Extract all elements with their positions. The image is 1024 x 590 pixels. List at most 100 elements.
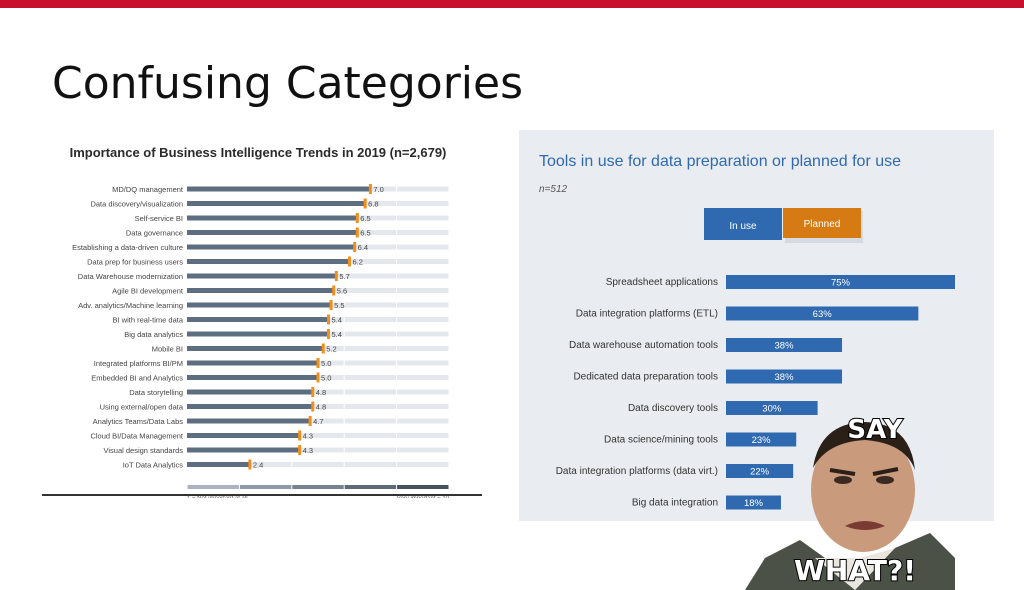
- right-category-label: Data science/mining tools: [604, 435, 718, 446]
- left-scale-segment: [397, 485, 449, 489]
- left-value-label: 6.2: [352, 258, 362, 267]
- left-track-segment: [397, 288, 449, 293]
- left-track-segment: [397, 273, 449, 279]
- left-scale-min-label: 1 = Not important at all: [187, 496, 248, 498]
- right-value-label: 30%: [762, 404, 782, 415]
- left-category-label: Cloud BI/Data Management: [90, 432, 183, 441]
- left-value-marker: [298, 430, 302, 441]
- right-category-label: Data discovery tools: [628, 403, 718, 414]
- left-track-segment: [292, 447, 344, 453]
- left-track-segment: [344, 447, 397, 453]
- right-value-label: 63%: [813, 309, 833, 320]
- left-value-label: 6.4: [358, 243, 368, 252]
- left-value-label: 6.5: [360, 229, 370, 238]
- left-value-marker: [368, 184, 372, 194]
- left-track-segment: [397, 462, 449, 467]
- left-value-bar: [187, 302, 332, 308]
- left-value-bar: [187, 346, 324, 351]
- top-accent-bar: [0, 0, 1024, 8]
- left-track-segment: [397, 230, 449, 235]
- left-track-segment: [292, 389, 344, 395]
- right-value-label: 18%: [744, 498, 764, 509]
- right-value-label: 75%: [831, 278, 851, 289]
- left-track-segment: [397, 302, 449, 308]
- left-track-segment: [397, 259, 449, 264]
- left-track-segment: [397, 404, 449, 409]
- meme-image: SAY WHAT?!: [745, 408, 955, 590]
- left-track-segment: [292, 418, 344, 424]
- left-value-label: 5.0: [321, 359, 331, 368]
- left-value-bar: [187, 201, 366, 206]
- right-category-label: Data integration platforms (data virt.): [556, 466, 718, 477]
- meme-jacket-right: [855, 533, 955, 590]
- left-value-label: 5.2: [326, 345, 336, 354]
- right-value-bar: [726, 401, 818, 415]
- right-value-bar: [726, 464, 794, 478]
- legend-planned-box: [783, 208, 861, 238]
- meme-svg: SAY WHAT?!: [745, 414, 955, 590]
- left-track-segment: [397, 447, 449, 453]
- left-track-segment: [292, 404, 344, 409]
- meme-caption-bottom: WHAT?!: [794, 554, 916, 587]
- left-scale-segment: [239, 485, 292, 489]
- left-track-segment: [344, 433, 397, 438]
- tools-chart: Tools in use for data preparation or pla…: [519, 130, 994, 521]
- left-category-label: MD/DQ management: [112, 185, 184, 194]
- left-category-label: Data storytelling: [129, 388, 183, 397]
- right-value-label: 22%: [750, 467, 770, 478]
- left-value-label: 5.0: [321, 374, 331, 383]
- left-value-bar: [187, 360, 318, 366]
- legend-in-use-label: In use: [729, 221, 757, 232]
- right-category-label: Data warehouse automation tools: [569, 340, 718, 351]
- left-track-segment: [344, 273, 397, 279]
- left-category-label: Self-service BI: [135, 214, 183, 223]
- left-value-marker: [316, 358, 320, 368]
- left-scale-max-label: Very important = 10: [397, 496, 450, 498]
- left-track-segment: [397, 201, 449, 206]
- left-value-marker: [311, 401, 315, 412]
- right-value-bar: [726, 369, 843, 384]
- left-track-segment: [397, 346, 449, 351]
- left-value-marker: [355, 227, 359, 238]
- left-category-label: Mobile BI: [152, 345, 183, 354]
- left-value-bar: [187, 273, 337, 279]
- left-category-label: Establishing a data-driven culture: [72, 243, 183, 252]
- right-chart-title: Tools in use for data preparation or pla…: [539, 153, 901, 170]
- right-category-label: Data integration platforms (ETL): [576, 309, 718, 320]
- left-value-label: 5.7: [339, 272, 349, 281]
- left-value-bar: [187, 288, 334, 293]
- meme-jacket-left: [745, 540, 855, 590]
- left-category-label: Adv. analytics/Machine learning: [78, 301, 183, 310]
- left-track-segment: [344, 244, 397, 250]
- left-value-marker: [363, 198, 367, 209]
- left-value-label: 5.6: [337, 287, 347, 296]
- left-track-segment: [397, 215, 449, 221]
- left-track-segment: [344, 462, 397, 467]
- left-value-marker: [308, 416, 312, 426]
- tools-svg: Tools in use for data preparation or pla…: [539, 153, 955, 510]
- left-value-bar: [187, 259, 350, 264]
- right-value-label: 38%: [775, 341, 795, 352]
- left-value-bar: [187, 389, 313, 395]
- bi-trends-svg: Importance of Business Intelligence Tren…: [70, 145, 450, 498]
- right-value-bar: [726, 338, 843, 352]
- right-value-bar: [726, 306, 919, 321]
- right-value-bar: [726, 432, 797, 447]
- left-track-segment: [344, 302, 397, 308]
- left-track-segment: [397, 317, 449, 322]
- left-category-label: Integrated platforms BI/PM: [94, 359, 183, 368]
- meme-caption-top: SAY: [847, 415, 903, 445]
- left-category-label: Data Warehouse modernization: [78, 272, 183, 281]
- left-track-segment: [397, 389, 449, 395]
- left-value-marker: [329, 300, 333, 310]
- left-value-marker: [326, 314, 330, 325]
- right-value-label: 23%: [752, 435, 772, 446]
- left-value-bar: [187, 375, 318, 380]
- left-track-segment: [344, 215, 397, 221]
- right-value-bar: [726, 495, 781, 510]
- left-value-label: 5.4: [331, 316, 341, 325]
- left-track-segment: [344, 317, 397, 322]
- left-value-label: 4.7: [313, 417, 323, 426]
- left-value-bar: [187, 447, 300, 453]
- left-track-segment: [344, 230, 397, 235]
